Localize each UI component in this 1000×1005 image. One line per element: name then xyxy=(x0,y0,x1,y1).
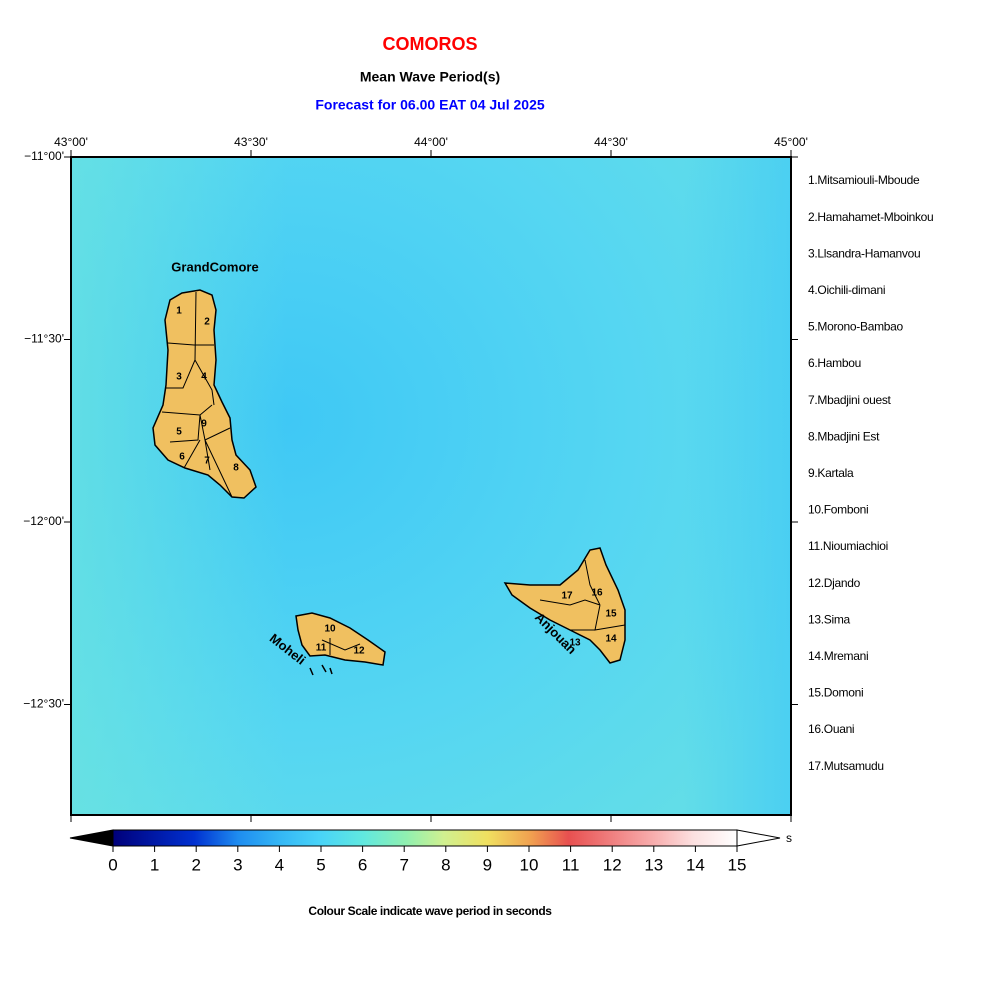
legend-entry: 3.Llsandra-Hamanvou xyxy=(808,246,920,260)
colorbar-tick-label: 2 xyxy=(191,855,200,874)
lon-label: 44°00' xyxy=(414,135,448,149)
legend-entry: 11.Nioumiachioi xyxy=(808,539,888,553)
legend-entry: 1.Mitsamiouli-Mboude xyxy=(808,173,920,187)
lat-label: −11°30' xyxy=(24,332,64,346)
colorbar-unit: s xyxy=(786,831,792,845)
region-number: 9 xyxy=(201,419,207,430)
grand-comore xyxy=(152,289,257,499)
colorbar-tick-label: 3 xyxy=(233,855,242,874)
colorbar-tick-label: 5 xyxy=(316,855,325,874)
colorbar-tick-label: 12 xyxy=(603,855,622,874)
anjouan xyxy=(503,547,626,664)
colorbar-bar xyxy=(112,829,738,847)
region-number: 4 xyxy=(201,372,207,383)
colorbar-tick-label: 6 xyxy=(358,855,367,874)
colorbar-tick-label: 7 xyxy=(399,855,408,874)
moheli xyxy=(295,612,386,676)
legend-entry: 9.Kartala xyxy=(808,466,854,480)
legend-entry: 8.Mbadjini Est xyxy=(808,429,880,443)
legend-entry: 17.Mutsamudu xyxy=(808,759,884,773)
legend-entry: 10.Fomboni xyxy=(808,503,868,517)
forecast: Forecast for 06.00 EAT 04 Jul 2025 xyxy=(315,97,545,113)
lat-label: −12°00' xyxy=(23,514,64,528)
colorbar-tick-label: 9 xyxy=(483,855,492,874)
lon-label: 44°30' xyxy=(594,135,628,149)
region-number: 17 xyxy=(561,591,573,602)
lon-label: 45°00' xyxy=(774,135,808,149)
colorbar-tick-label: 8 xyxy=(441,855,450,874)
region-number: 11 xyxy=(316,643,327,654)
region-number: 16 xyxy=(591,588,603,599)
region-number: 8 xyxy=(233,463,239,474)
title: COMOROS xyxy=(382,34,477,54)
colorbar-over xyxy=(736,829,781,847)
legend-entry: 15.Domoni xyxy=(808,686,863,700)
region-number: 6 xyxy=(179,452,185,463)
region-number: 2 xyxy=(204,317,210,328)
colorbar-caption: Colour Scale indicate wave period in sec… xyxy=(308,904,552,918)
region-number: 12 xyxy=(353,646,365,657)
legend-entry: 16.Ouani xyxy=(808,722,854,736)
lat-label: −12°30' xyxy=(23,697,64,711)
island-name: GrandComore xyxy=(171,259,258,274)
region-number: 15 xyxy=(605,609,617,620)
lon-label: 43°30' xyxy=(234,135,268,149)
region-number: 13 xyxy=(569,638,581,649)
lon-label: 43°00' xyxy=(54,135,88,149)
region-number: 1 xyxy=(176,306,182,317)
legend-entry: 7.Mbadjini ouest xyxy=(808,393,892,407)
lat-label: −11°00' xyxy=(24,149,64,163)
colorbar-tick-label: 14 xyxy=(686,855,705,874)
region-number: 5 xyxy=(176,427,182,438)
region-numbers: 1 2 3 4 5 6 7 8 9 10 11 12 13 14 15 16 1… xyxy=(176,306,617,657)
colorbar: s xyxy=(69,829,792,847)
colorbar-tick-label: 11 xyxy=(562,855,580,874)
colorbar-tick-label: 13 xyxy=(644,855,663,874)
colorbar-tick-label: 0 xyxy=(108,855,117,874)
colorbar-tick-label: 1 xyxy=(150,855,159,874)
legend-entry: 6.Hambou xyxy=(808,356,861,370)
legend-entry: 2.Hamahamet-Mboinkou xyxy=(808,210,933,224)
region-number: 3 xyxy=(176,372,182,383)
colorbar-under xyxy=(69,829,114,847)
subtitle: Mean Wave Period(s) xyxy=(360,69,500,85)
colorbar-tick-label: 15 xyxy=(728,855,747,874)
region-number: 10 xyxy=(324,624,336,635)
legend-entry: 5.Morono-Bambao xyxy=(808,320,904,334)
region-number: 7 xyxy=(204,456,210,467)
region-number: 14 xyxy=(605,634,617,645)
legend-entry: 14.Mremani xyxy=(808,649,868,663)
colorbar-tick-label: 10 xyxy=(520,855,539,874)
legend-entry: 4.Oichili-dimani xyxy=(808,283,885,297)
sea-shade xyxy=(71,157,791,815)
legend-entry: 12.Djando xyxy=(808,576,861,590)
legend-entry: 13.Sima xyxy=(808,612,851,626)
colorbar-tick-label: 4 xyxy=(275,855,284,874)
